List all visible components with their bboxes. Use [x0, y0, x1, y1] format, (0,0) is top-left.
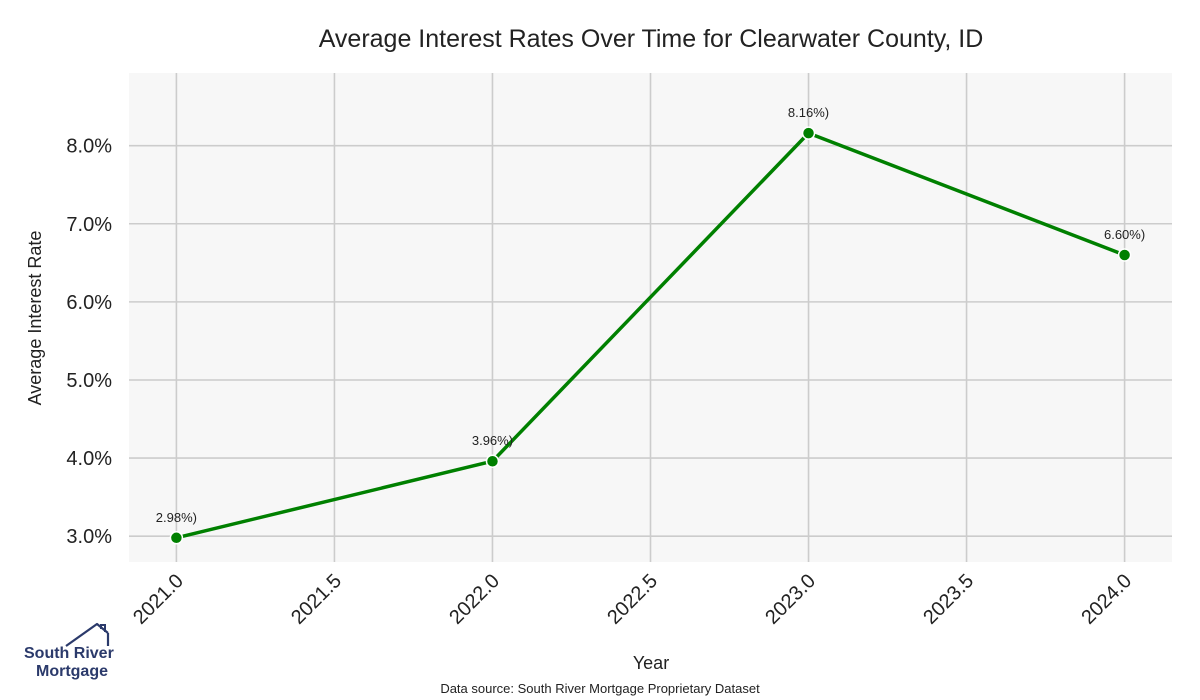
y-gridlines — [129, 144, 1172, 538]
y-axis-label: Average Interest Rate — [25, 231, 45, 406]
data-point — [801, 126, 816, 140]
data-source-note: Data source: South River Mortgage Propri… — [440, 681, 760, 696]
y-tick-label: 6.0% — [66, 292, 112, 314]
data-label: 2.98%) — [156, 510, 197, 525]
x-tick-label: 2022.0 — [445, 570, 504, 629]
company-logo: South River Mortgage — [24, 622, 114, 680]
y-tick-label: 8.0% — [66, 136, 112, 158]
y-tick-labels: 3.0% 4.0% 5.0% 6.0% 7.0% 8.0% — [66, 136, 112, 549]
data-point — [1117, 248, 1132, 262]
y-tick-label: 4.0% — [66, 448, 112, 470]
y-tick-label: 7.0% — [66, 214, 112, 236]
logo-line2: Mortgage — [36, 663, 108, 680]
x-axis-label: Year — [633, 653, 669, 673]
x-gridlines — [175, 73, 1126, 562]
y-tick-label: 3.0% — [66, 526, 112, 548]
x-tick-label: 2021.5 — [287, 570, 346, 629]
data-label: 3.96%) — [472, 433, 513, 448]
house-roof-icon — [65, 622, 110, 647]
x-tick-label: 2024.0 — [1077, 570, 1136, 629]
data-point — [169, 531, 184, 545]
data-point — [485, 454, 500, 468]
data-label: 8.16%) — [788, 105, 829, 120]
x-tick-label: 2022.5 — [603, 570, 662, 629]
data-labels: 2.98%) 3.96%) 8.16%) 6.60%) — [156, 105, 1145, 525]
x-tick-labels: 2021.0 2021.5 2022.0 2022.5 2023.0 2023.5 2024… — [129, 570, 1136, 629]
y-tick-label: 5.0% — [66, 370, 112, 392]
x-tick-label: 2021.0 — [129, 570, 188, 629]
x-tick-label: 2023.0 — [761, 570, 820, 629]
x-tick-label: 2023.5 — [919, 570, 978, 629]
series-line — [175, 131, 1126, 540]
series-group — [169, 126, 1132, 545]
data-label: 6.60%) — [1104, 227, 1145, 242]
chart-title: Average Interest Rates Over Time for Cle… — [319, 25, 984, 53]
logo-line1: South River — [24, 645, 114, 662]
